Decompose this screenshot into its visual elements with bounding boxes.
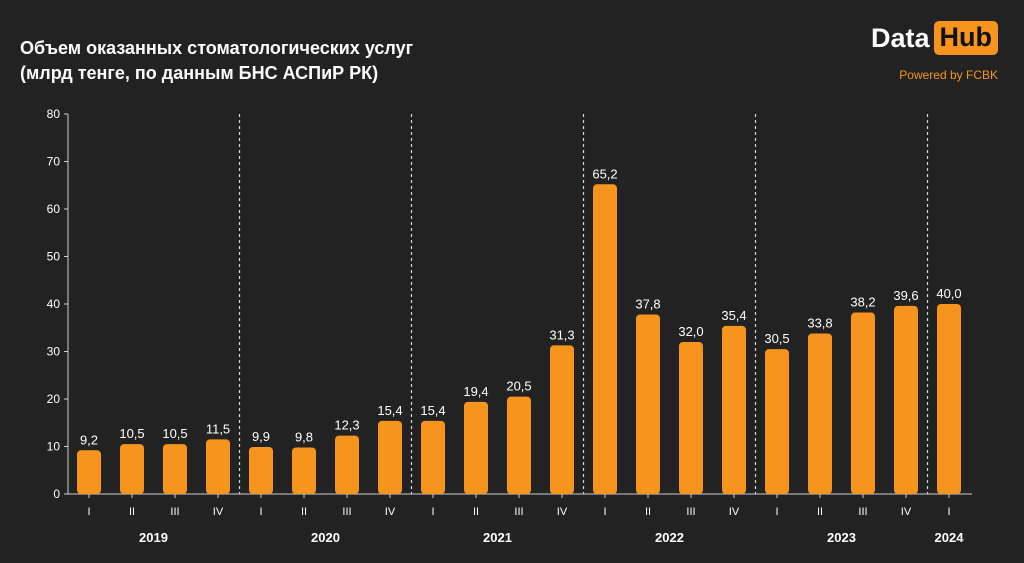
- data-label: 12,3: [334, 418, 359, 433]
- bar: [507, 396, 531, 494]
- bar: [206, 439, 230, 494]
- data-label: 39,6: [893, 288, 918, 303]
- labels-group: 9,2I10,5II10,5III11,5IV9,9I9,8II12,3III1…: [80, 166, 964, 545]
- y-tick-label: 80: [47, 107, 61, 121]
- bar: [851, 312, 875, 494]
- data-label: 20,5: [506, 379, 531, 394]
- x-tick-label: III: [342, 506, 351, 518]
- bar: [765, 349, 789, 494]
- y-tick-label: 20: [47, 392, 61, 406]
- x-tick-label: II: [817, 506, 823, 518]
- data-label: 35,4: [721, 308, 746, 323]
- powered-by-text: Powered by FCBK: [899, 68, 998, 82]
- x-tick-label: I: [947, 506, 950, 518]
- chart-title-line-2: (млрд тенге, по данным БНС АСПиР РК): [20, 63, 379, 83]
- data-label: 31,3: [549, 327, 574, 342]
- y-tick-label: 10: [47, 440, 61, 454]
- year-label: 2023: [827, 530, 856, 545]
- chart-title: Объем оказанных стоматологических услуг …: [20, 36, 413, 86]
- x-tick-label: II: [473, 506, 479, 518]
- data-label: 11,5: [206, 421, 230, 436]
- bar: [249, 446, 273, 494]
- x-tick-label: IV: [557, 506, 568, 518]
- data-label: 38,2: [850, 295, 875, 310]
- bar: [464, 401, 488, 494]
- y-tick-label: 60: [47, 202, 61, 216]
- x-tick-label: IV: [901, 506, 912, 518]
- x-tick-label: III: [170, 506, 179, 518]
- bar: [163, 444, 187, 494]
- chart-title-line-1: Объем оказанных стоматологических услуг: [20, 38, 414, 58]
- year-label: 2024: [935, 530, 965, 545]
- data-label: 40,0: [936, 286, 961, 301]
- bar: [292, 447, 316, 494]
- data-label: 15,4: [420, 403, 445, 418]
- x-tick-label: I: [603, 506, 606, 518]
- data-label: 37,8: [635, 296, 660, 311]
- year-label: 2021: [483, 530, 512, 545]
- x-tick-label: I: [431, 506, 434, 518]
- bar: [636, 314, 660, 494]
- year-label: 2019: [139, 530, 168, 545]
- datahub-logo: Data Hub: [871, 21, 998, 55]
- bar: [550, 345, 574, 494]
- x-tick-label: I: [775, 506, 778, 518]
- y-tick-label: 50: [47, 250, 61, 264]
- x-tick-label: III: [686, 506, 695, 518]
- x-tick-label: I: [87, 506, 90, 518]
- bar: [894, 305, 918, 494]
- data-label: 9,8: [295, 429, 313, 444]
- y-tick-label: 40: [47, 297, 61, 311]
- bar: [120, 444, 144, 494]
- bars-group: [77, 184, 961, 495]
- x-tick-label: II: [645, 506, 651, 518]
- x-tick-label: I: [259, 506, 262, 518]
- data-label: 30,5: [764, 331, 789, 346]
- bar: [593, 184, 617, 495]
- data-label: 10,5: [119, 426, 144, 441]
- y-tick-label: 70: [47, 155, 61, 169]
- bar: [722, 325, 746, 494]
- y-tick-label: 30: [47, 345, 61, 359]
- bar: [335, 435, 359, 494]
- bar: [808, 333, 832, 494]
- x-tick-label: IV: [729, 506, 740, 518]
- x-tick-label: IV: [213, 506, 224, 518]
- bar: [421, 420, 445, 494]
- bar: [679, 342, 703, 494]
- bar: [77, 450, 101, 494]
- data-label: 32,0: [678, 324, 703, 339]
- data-label: 10,5: [162, 426, 187, 441]
- data-label: 9,9: [252, 429, 270, 444]
- bar: [378, 420, 402, 494]
- logo-hub-text: Hub: [933, 21, 998, 55]
- year-label: 2020: [311, 530, 340, 545]
- year-label: 2022: [655, 530, 684, 545]
- logo-data-text: Data: [870, 22, 930, 53]
- data-label: 65,2: [592, 166, 617, 181]
- y-tick-label: 0: [53, 487, 60, 501]
- x-tick-label: III: [514, 506, 523, 518]
- x-tick-label: II: [129, 506, 135, 518]
- x-tick-label: III: [858, 506, 867, 518]
- x-tick-label: II: [301, 506, 307, 518]
- data-label: 33,8: [807, 315, 832, 330]
- data-label: 19,4: [463, 384, 488, 399]
- data-label: 15,4: [377, 403, 402, 418]
- bar: [937, 304, 961, 494]
- x-tick-label: IV: [385, 506, 396, 518]
- data-label: 9,2: [80, 432, 98, 447]
